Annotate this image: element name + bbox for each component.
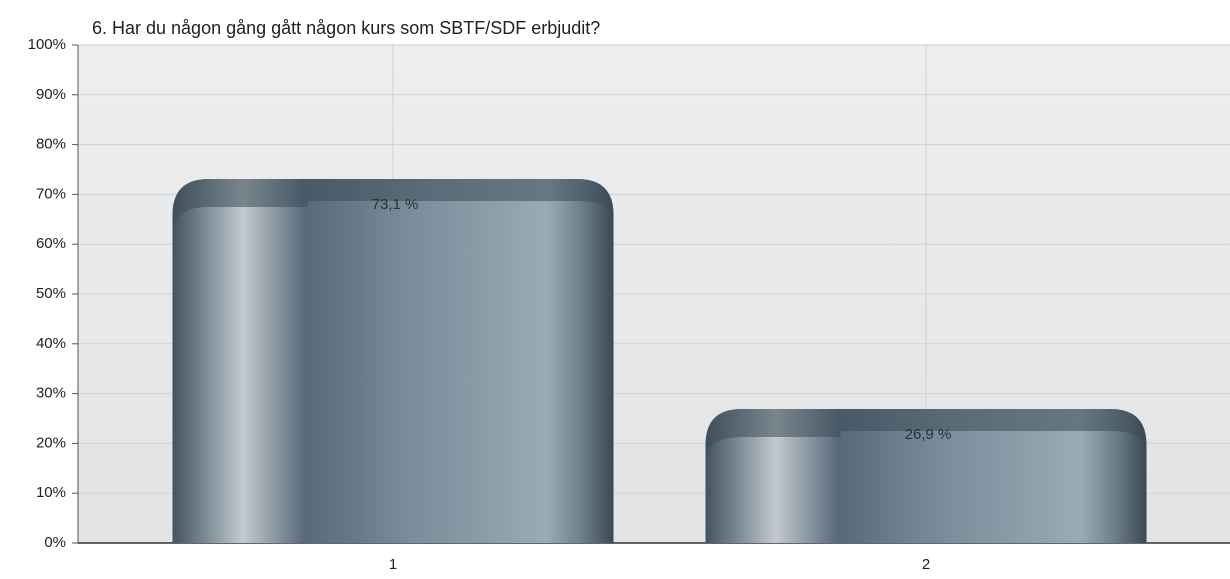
- value-label: 26,9 %: [905, 426, 952, 443]
- value-label: 73,1 %: [372, 196, 419, 213]
- x-tick-label: 2: [922, 556, 930, 573]
- x-tick-label: 1: [389, 556, 397, 573]
- bar-top-shade: [172, 178, 614, 231]
- y-tick-label: 70%: [36, 185, 66, 202]
- y-tick-label: 10%: [36, 484, 66, 501]
- y-tick-label: 90%: [36, 86, 66, 103]
- y-tick-label: 60%: [36, 235, 66, 252]
- chart-title: 6. Har du någon gång gått någon kurs som…: [92, 18, 600, 38]
- y-tick-label: 20%: [36, 434, 66, 451]
- y-tick-label: 0%: [44, 534, 66, 551]
- y-tick-label: 30%: [36, 385, 66, 402]
- bar: [172, 178, 614, 543]
- bar: [705, 409, 1147, 543]
- y-tick-label: 80%: [36, 136, 66, 153]
- y-tick-label: 100%: [28, 36, 66, 53]
- y-tick-label: 50%: [36, 285, 66, 302]
- bar-top-shade: [705, 409, 1147, 462]
- y-tick-label: 40%: [36, 335, 66, 352]
